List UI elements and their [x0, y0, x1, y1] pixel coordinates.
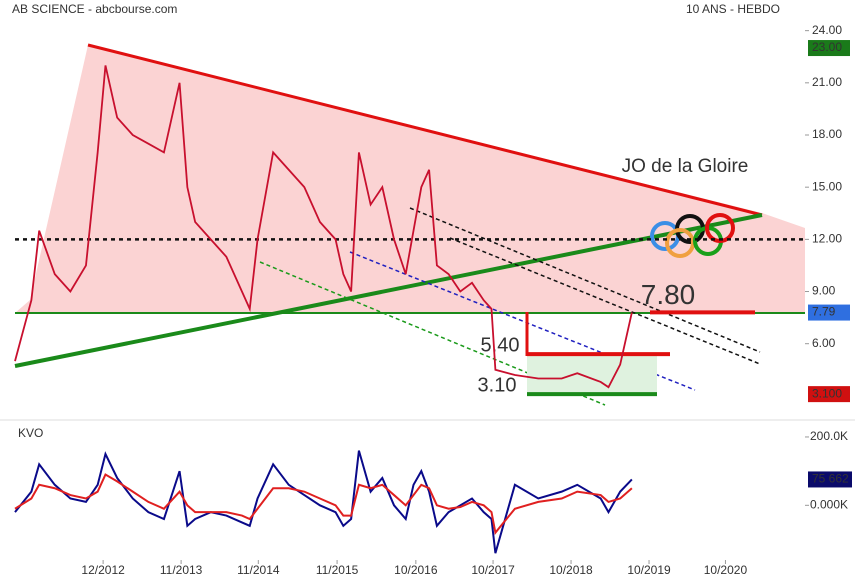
price-tag — [808, 304, 850, 321]
y-tick-label: 200.0K — [810, 429, 848, 443]
header-left: AB SCIENCE - abcbourse.com — [12, 2, 177, 16]
panel-title: KVO — [18, 426, 43, 440]
series-line — [14, 473, 633, 535]
x-tick-label: 10/2018 — [549, 563, 593, 577]
level-label: 5.40 — [481, 334, 520, 356]
series-line — [14, 450, 633, 554]
y-tick-label: 9.00 — [812, 284, 836, 298]
x-tick-label: 12/2012 — [81, 563, 125, 577]
y-tick-label: 24.00 — [812, 23, 842, 37]
range-box — [527, 356, 657, 394]
series-line — [14, 65, 633, 389]
y-tick-label: 6.00 — [812, 336, 836, 350]
x-tick-label: 10/2016 — [394, 563, 438, 577]
y-tick-label: 12.00 — [812, 232, 842, 246]
price-tag-label: 3.100 — [812, 386, 842, 400]
support-line — [14, 213, 763, 368]
x-tick-label: 11/2014 — [237, 563, 280, 577]
y-tick-label: 0.000K — [810, 497, 848, 511]
trend-dashed — [409, 207, 761, 353]
price-tag-label: 7.79 — [812, 305, 836, 319]
y-tick-label: 18.00 — [812, 127, 842, 141]
x-tick-label: 11/2015 — [316, 563, 359, 577]
olympic-rings — [650, 213, 735, 258]
y-tick-label: 21.00 — [812, 75, 842, 89]
resistance-line — [87, 43, 763, 217]
annotation: JO de la Gloire — [622, 156, 749, 177]
triangle-zone — [15, 45, 805, 313]
x-tick-label: 10/2019 — [627, 563, 671, 577]
kvo-tag-label: 75 662 — [812, 472, 849, 486]
price-tag — [808, 40, 850, 57]
level-label: 3.10 — [478, 374, 517, 396]
header-right: 10 ANS - HEBDO — [686, 2, 780, 16]
x-tick-label: 10/2017 — [471, 563, 515, 577]
x-tick-label: 11/2013 — [160, 563, 203, 577]
x-tick-label: 10/2020 — [704, 563, 748, 577]
level-label: 7.80 — [641, 279, 696, 310]
price-tag-label: 23.00 — [812, 40, 842, 54]
y-tick-label: 15.00 — [812, 179, 842, 193]
price-tag — [808, 386, 850, 403]
kvo-tag — [808, 471, 852, 488]
